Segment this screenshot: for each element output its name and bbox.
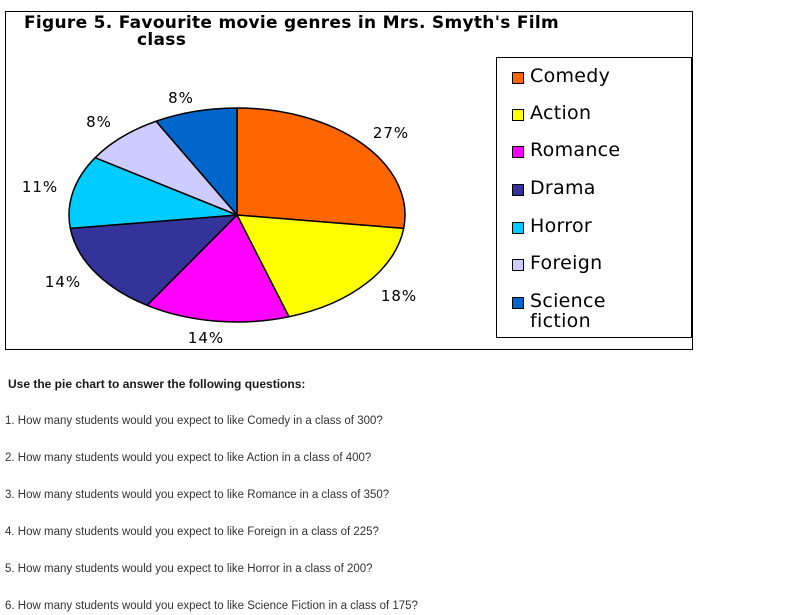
question-item: 2. How many students would you expect to…	[5, 452, 372, 464]
legend-label: Comedy	[530, 65, 611, 87]
legend-item-action: Action	[512, 103, 670, 123]
pie-slice-horror	[68, 156, 238, 230]
legend-label: Horror	[530, 215, 593, 237]
chart-title-line1: Figure 5. Favourite movie genres in Mrs.…	[24, 13, 560, 33]
pie-slice-action	[236, 214, 405, 318]
slice-percent-label: 27%	[373, 124, 409, 142]
pie-labels: 27% 18% 14% 14% 11% 8% 8%	[22, 89, 417, 347]
legend-item-horror: Horror	[512, 216, 670, 236]
legend-swatch	[512, 184, 524, 196]
legend-item-drama: Drama	[512, 178, 670, 198]
chart-frame: Figure 5. Favourite movie genres in Mrs.…	[5, 11, 693, 350]
question-item: 3. How many students would you expect to…	[5, 489, 390, 501]
question-item: 4. How many students would you expect to…	[5, 526, 379, 538]
chart-legend: Comedy Action Romance Drama Horror Forei…	[496, 57, 692, 338]
slice-percent-label: 11%	[22, 178, 58, 196]
legend-item-romance: Romance	[512, 140, 670, 160]
legend-item-science-fiction: Science fiction	[512, 291, 670, 331]
instructions-text: Use the pie chart to answer the followin…	[8, 377, 306, 391]
legend-swatch	[512, 259, 524, 271]
pie-slice-drama	[69, 214, 238, 307]
pie-slices	[68, 107, 406, 323]
pie-slice-comedy	[236, 107, 406, 230]
legend-swatch	[512, 297, 524, 309]
slice-percent-label: 14%	[188, 329, 224, 347]
legend-swatch	[512, 146, 524, 158]
slice-percent-label: 14%	[45, 273, 81, 291]
legend-label: Science fiction	[530, 290, 606, 332]
pie-chart: 27% 18% 14% 14% 11% 8% 8%	[22, 89, 417, 347]
legend-label: Romance	[530, 139, 621, 161]
chart-title: Figure 5. Favourite movie genres in Mrs.…	[24, 15, 684, 49]
legend-label: Action	[530, 102, 592, 124]
question-item: 5. How many students would you expect to…	[5, 563, 373, 575]
legend-swatch	[512, 222, 524, 234]
slice-percent-label: 8%	[168, 89, 194, 107]
chart-title-line2: class	[137, 30, 187, 50]
pie-slice-romance	[146, 214, 290, 323]
slice-percent-label: 8%	[86, 113, 112, 131]
legend-swatch	[512, 72, 524, 84]
legend-item-comedy: Comedy	[512, 66, 670, 86]
pie-slice-science-fiction	[155, 107, 238, 216]
question-item: 6. How many students would you expect to…	[5, 600, 418, 612]
slice-percent-label: 18%	[381, 287, 417, 305]
legend-item-foreign: Foreign	[512, 253, 670, 273]
legend-label: Foreign	[530, 252, 603, 274]
question-item: 1. How many students would you expect to…	[5, 415, 383, 427]
legend-label: Drama	[530, 177, 596, 199]
legend-swatch	[512, 109, 524, 121]
